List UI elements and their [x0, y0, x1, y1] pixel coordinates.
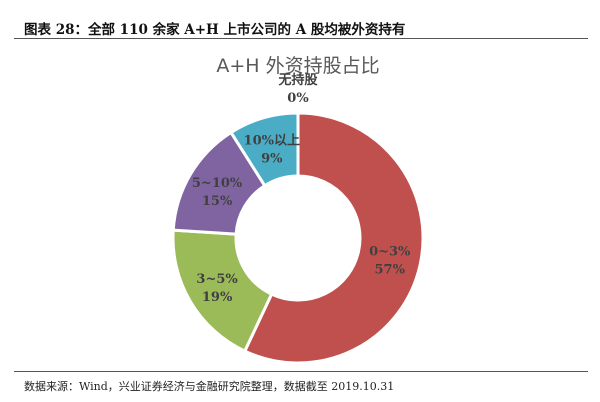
category-label: 0~3% [369, 245, 411, 260]
chart-title: A+H 外资持股占比 [216, 55, 379, 77]
data-label: 19% [202, 290, 233, 305]
source-note: 数据来源：Wind，兴业证券经济与金融研究院整理，数据截至 2019.10.31 [24, 380, 395, 393]
footer-divider [14, 371, 588, 372]
category-label: 3~5% [196, 272, 238, 287]
category-label: 无持股 [277, 72, 317, 88]
category-label: 10%以上 [244, 134, 300, 149]
data-label: 15% [202, 194, 233, 209]
data-label: 9% [261, 152, 283, 167]
figure-caption: 图表 28：全部 110 余家 A+H 上市公司的 A 股均被外资持有 [24, 22, 406, 38]
slice-1 [171, 228, 274, 354]
caption-divider [14, 38, 588, 39]
data-label: 0% [287, 91, 309, 106]
slice-0 [242, 111, 425, 365]
slice-3 [228, 111, 300, 188]
category-label: 5~10% [192, 176, 243, 191]
data-label: 57% [375, 263, 406, 278]
